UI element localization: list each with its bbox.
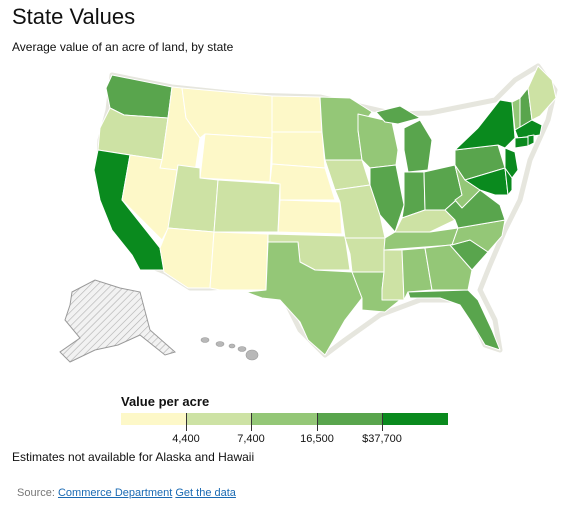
legend-title: Value per acre [121,394,210,409]
legend-swatch-2 [186,413,252,425]
source-label: Source: [17,487,55,499]
legend-tick-label-3: 16,500 [300,433,334,445]
get-data-link[interactable]: Get the data [175,487,236,499]
state-mt [181,87,273,139]
state-md [464,167,509,196]
state-ar [344,237,386,273]
legend-tick-mark [382,413,383,431]
us-state-map [59,63,558,363]
legend-tick-label-4: $37,700 [362,433,402,445]
legend-swatch-1 [121,413,187,425]
state-az [159,227,215,289]
state-co [213,179,281,233]
legend-tick-label-1: 4,400 [172,433,200,445]
legend-swatch-3 [251,413,318,425]
state-nd [271,95,323,133]
state-al [401,247,433,301]
availability-note: Estimates not available for Alaska and H… [12,450,255,464]
state-ri [527,134,535,147]
state-tx [245,241,363,356]
legend-tick-mark [186,413,187,431]
source-line: Source: Commerce Department Get the data [17,487,236,499]
state-ne [269,163,336,201]
legend-tick-mark [317,413,318,431]
state-wy [199,133,273,183]
state-hi [200,337,259,361]
legend-ticks [121,413,448,433]
legend-tick-mark [251,413,252,431]
state-mi [403,119,433,173]
state-fl [407,289,501,351]
page-subtitle: Average value of an acre of land, by sta… [12,40,234,54]
legend-swatch-4 [317,413,383,425]
state-sd [271,131,326,169]
state-ks [277,199,343,235]
state-ak [59,279,177,363]
legend-color-bar [121,413,449,425]
state-nj [504,147,519,179]
state-ms [381,249,405,301]
state-ma [514,119,543,139]
legend-tick-label-2: 7,400 [237,433,265,445]
state-mi-upper [375,105,421,125]
legend-swatch-5 [382,413,449,425]
page-title: State Values [12,4,136,29]
state-ct [514,136,529,149]
source-link-commerce[interactable]: Commerce Department [57,487,173,499]
state-nm [209,231,269,291]
state-ga [424,244,473,291]
